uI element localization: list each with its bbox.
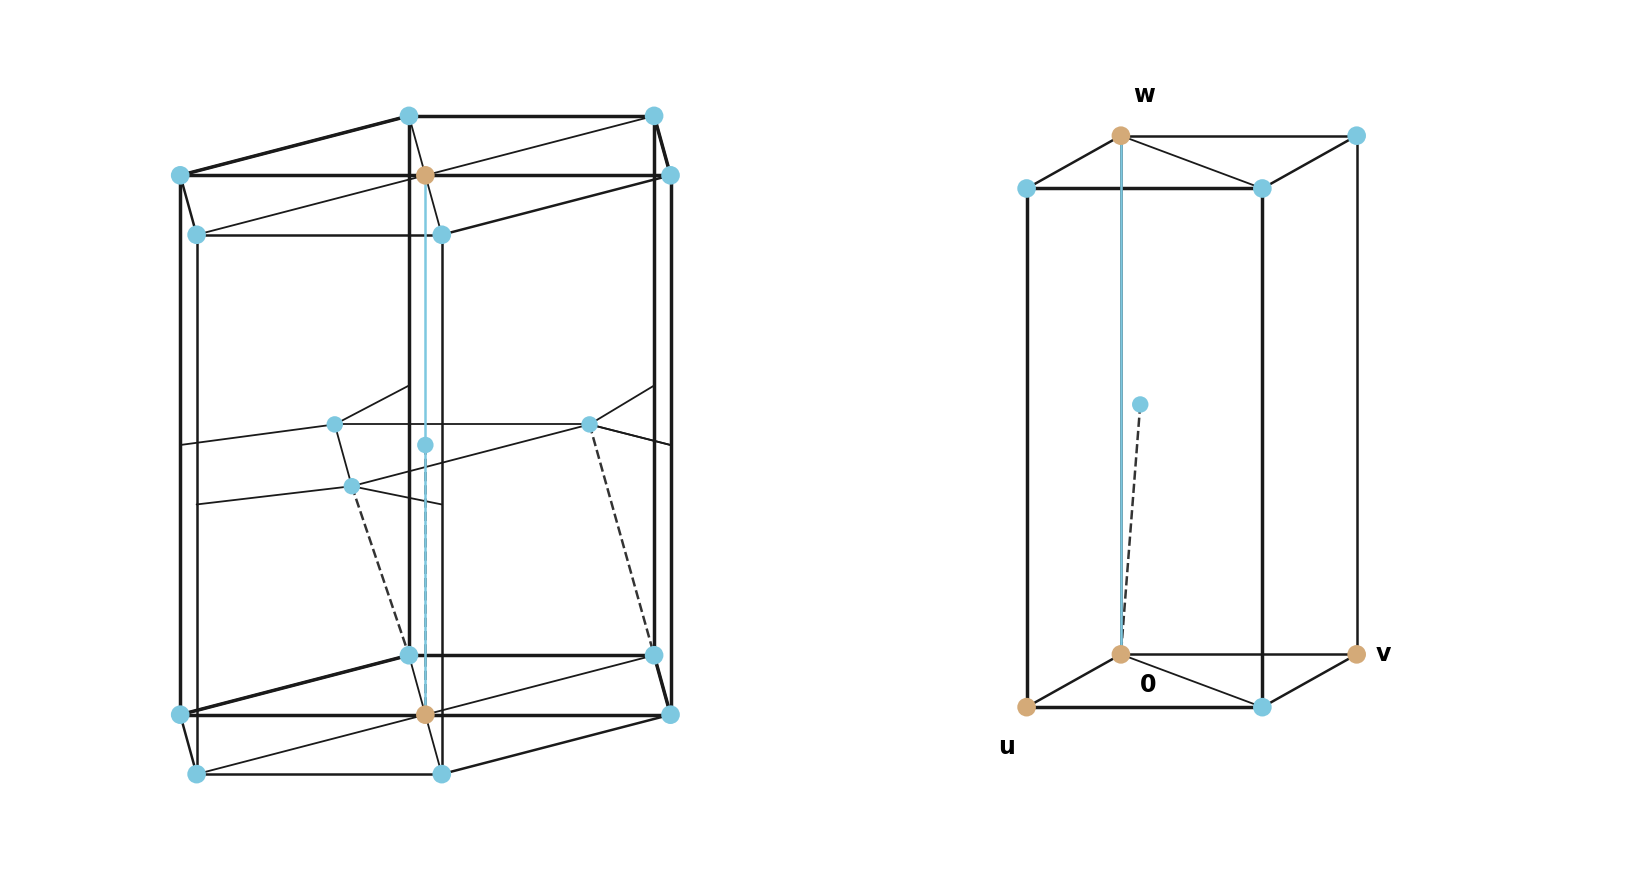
Point [167,168,193,182]
Point [1108,128,1134,142]
Point [339,479,365,493]
Text: 0: 0 [1140,673,1157,697]
Point [412,168,438,182]
Point [1127,397,1153,411]
Point [1014,700,1040,715]
Text: w: w [1132,84,1155,108]
Point [412,438,438,452]
Point [641,109,667,123]
Text: v: v [1376,643,1391,667]
Point [1014,182,1040,196]
Point [396,109,422,123]
Point [1250,700,1276,715]
Point [1343,647,1369,661]
Point [658,708,684,722]
Point [322,417,348,432]
Point [396,648,422,662]
Point [429,228,455,242]
Point [1108,647,1134,661]
Point [641,648,667,662]
Point [429,767,455,781]
Point [183,767,209,781]
Text: u: u [998,735,1014,759]
Point [1250,182,1276,196]
Point [658,168,684,182]
Point [576,417,602,432]
Point [1343,128,1369,142]
Point [167,708,193,722]
Point [412,708,438,722]
Point [183,228,209,242]
